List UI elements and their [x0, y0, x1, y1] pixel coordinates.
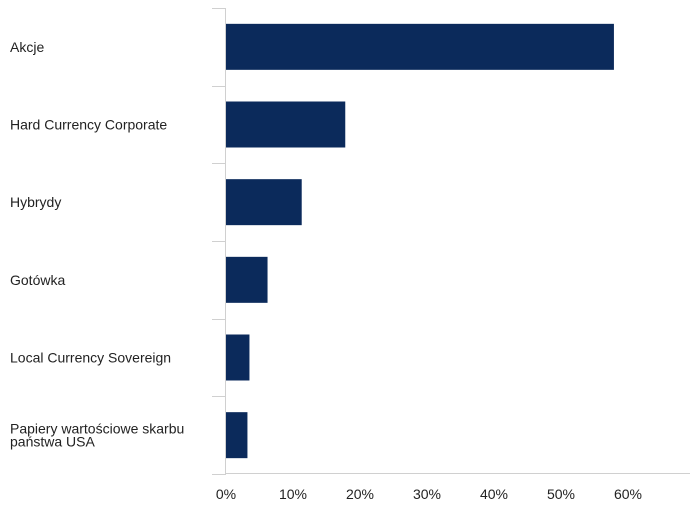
x-tick-label-4: 40%	[480, 486, 508, 502]
category-label-5: Papiery wartościowe skarbu państwa USA	[10, 421, 184, 450]
category-label-1: Hard Currency Corporate	[10, 117, 167, 133]
x-tick-label-0: 0%	[216, 486, 236, 502]
tick-labels-group: 0% 10% 20% 30% 40% 50% 60%	[216, 486, 642, 502]
bar-0	[226, 23, 614, 70]
x-tick-label-6: 60%	[614, 486, 642, 502]
bar-5	[226, 412, 248, 459]
category-labels-group: Akcje Hard Currency Corporate Hybrydy Gotów…	[10, 39, 184, 450]
category-label-2: Hybrydy	[10, 194, 61, 210]
category-label-0: Akcje	[10, 39, 44, 55]
x-tick-label-5: 50%	[547, 486, 575, 502]
x-tick-label-3: 30%	[413, 486, 441, 502]
x-tick-label-1: 10%	[279, 486, 307, 502]
x-tick-label-2: 20%	[346, 486, 374, 502]
bar-1	[226, 101, 346, 148]
bar-3	[226, 256, 268, 303]
bar-2	[226, 179, 302, 226]
category-label-4: Local Currency Sovereign	[10, 350, 171, 366]
bar-4	[226, 334, 250, 381]
bars-group	[226, 23, 614, 459]
category-label-3: Gotówka	[10, 272, 65, 288]
axes-group	[212, 8, 690, 475]
